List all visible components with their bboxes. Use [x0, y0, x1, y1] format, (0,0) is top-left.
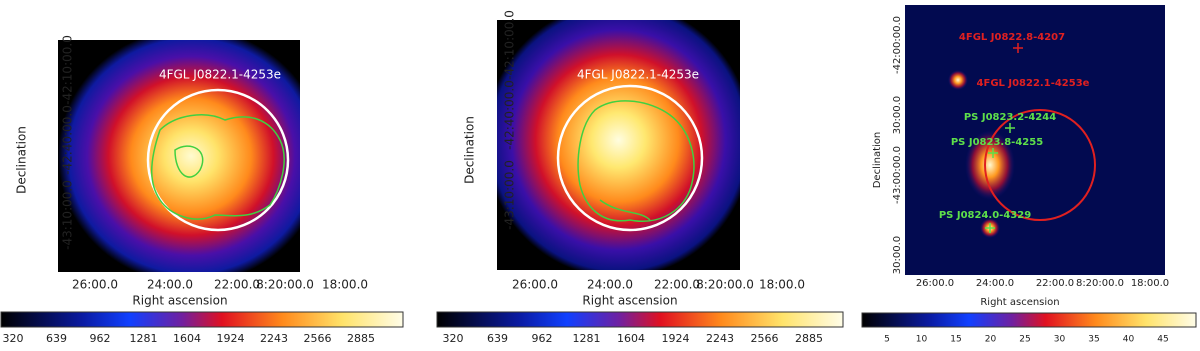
source-circle [146, 88, 290, 232]
colorbar-tick-label: 962 [532, 332, 553, 345]
source-label: 4FGL J0822.1-4253e [159, 68, 281, 82]
x-tick-label: 8:20:00.0 [256, 278, 314, 292]
sky-map [905, 5, 1165, 275]
source-label: 4FGL J0822.8-4207 [959, 32, 1065, 43]
colorbar-tick-label: 320 [443, 332, 464, 345]
colorbar-tick-label: 1924 [662, 332, 690, 345]
x-axis-label: Right ascension [582, 294, 677, 308]
x-tick-label: 22:00.0 [654, 278, 700, 292]
y-tick-label: -43:10:00.0 [503, 160, 517, 230]
source-label: PS J0823.8-4255 [951, 137, 1043, 148]
colorbar-tick-label: 35 [1088, 335, 1099, 345]
y-axis-label: Declination [15, 126, 29, 194]
colorbar-tick-label: 1924 [217, 332, 245, 345]
x-tick-label: 18:00.0 [1131, 278, 1169, 289]
emission [948, 70, 968, 90]
x-tick-label: 24:00.0 [976, 278, 1014, 289]
colorbar-tick-label: 639 [487, 332, 508, 345]
x-axis-label: Right ascension [980, 297, 1059, 308]
x-tick-label: 18:00.0 [759, 278, 805, 292]
x-tick-label: 26:00.0 [512, 278, 558, 292]
y-tick-label: -43:10:00.0 [61, 180, 75, 250]
colorbar-tick-label: 2566 [751, 332, 779, 345]
colorbar-tick-label: 40 [1123, 335, 1135, 345]
colorbar-tick-label: 1281 [130, 332, 158, 345]
source-label: 4FGL J0822.1-4253e [977, 78, 1090, 89]
x-tick-label: 24:00.0 [587, 278, 633, 292]
source-label: 4FGL J0822.1-4253e [577, 68, 699, 82]
sky-map [58, 40, 300, 272]
y-tick-label: -42:40:00.0 [503, 80, 517, 150]
colorbar-tick-label: 320 [3, 332, 24, 345]
colorbar-tick-label: 10 [916, 335, 928, 345]
x-tick-label: 24:00.0 [147, 278, 193, 292]
y-tick-label: 30:00.0 [892, 236, 903, 274]
colorbar-tick-label: 2243 [706, 332, 734, 345]
x-tick-label: 22:00.0 [1036, 278, 1074, 289]
x-tick-label: 26:00.0 [916, 278, 954, 289]
colorbar-tick-label: 639 [46, 332, 67, 345]
colorbar-tick-label: 5 [884, 335, 890, 345]
sky-map [497, 20, 740, 270]
source-circle [984, 109, 1096, 221]
x-tick-label: 8:20:00.0 [696, 278, 754, 292]
y-tick-label: -42:40:00.0 [61, 105, 75, 175]
colorbar-tick-label: 25 [1019, 335, 1030, 345]
colorbar [0, 311, 404, 328]
source-circle [556, 84, 704, 232]
x-tick-label: 22:00.0 [214, 278, 260, 292]
y-axis-label: Declination [463, 116, 477, 184]
emission [965, 130, 1015, 200]
colorbar-tick-label: 2566 [304, 332, 332, 345]
colorbar [436, 311, 844, 328]
source-label: PS J0824.0-4329 [939, 210, 1031, 221]
colorbar-tick-label: 45 [1157, 335, 1168, 345]
source-label: PS J0823.2-4244 [964, 112, 1056, 123]
colorbar-tick-label: 2885 [795, 332, 823, 345]
colorbar-tick-label: 20 [985, 335, 997, 345]
y-tick-label: -42:10:00.0 [503, 10, 517, 80]
y-tick-label: 30:00.0 [892, 96, 903, 134]
x-tick-label: 8:20:00.0 [1076, 278, 1124, 289]
colorbar-tick-label: 962 [90, 332, 111, 345]
y-tick-label: -42:10:00.0 [61, 35, 75, 105]
y-axis-label: Declination [872, 132, 883, 189]
colorbar-tick-label: 2885 [347, 332, 375, 345]
x-axis-label: Right ascension [132, 294, 227, 308]
contour [151, 114, 285, 220]
x-tick-label: 18:00.0 [322, 278, 368, 292]
colorbar-tick-label: 1604 [617, 332, 645, 345]
contour [577, 100, 695, 222]
y-tick-label: -42:00:00.0 [892, 16, 903, 74]
colorbar-tick-label: 30 [1054, 335, 1066, 345]
colorbar-tick-label: 1604 [173, 332, 201, 345]
colorbar [861, 312, 1197, 328]
colorbar-tick-label: 15 [950, 335, 961, 345]
y-tick-label: -43:00:00.0 [892, 146, 903, 204]
colorbar-tick-label: 2243 [260, 332, 288, 345]
colorbar-tick-label: 1281 [573, 332, 601, 345]
x-tick-label: 26:00.0 [72, 278, 118, 292]
